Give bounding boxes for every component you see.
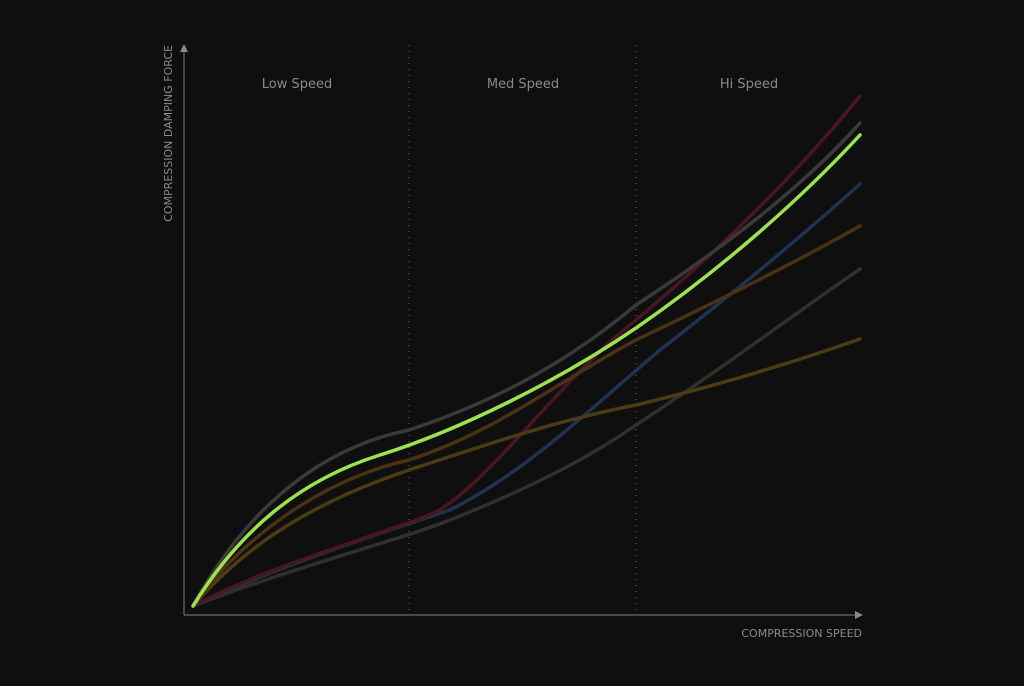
curve [191,94,862,608]
curve [191,224,862,608]
x-axis-title: COMPRESSION SPEED [741,627,862,640]
zone-label: Low Speed [262,77,332,92]
curve [191,121,862,608]
x-axis-arrow [855,611,863,619]
curve [191,267,862,608]
y-axis-arrow [180,44,188,52]
y-axis-title: COMPRESSION DAMPING FORCE [162,45,175,222]
zone-label: Hi Speed [720,77,778,92]
highlight-curve [191,133,862,608]
curve [191,337,862,608]
zone-label: Med Speed [487,77,559,92]
